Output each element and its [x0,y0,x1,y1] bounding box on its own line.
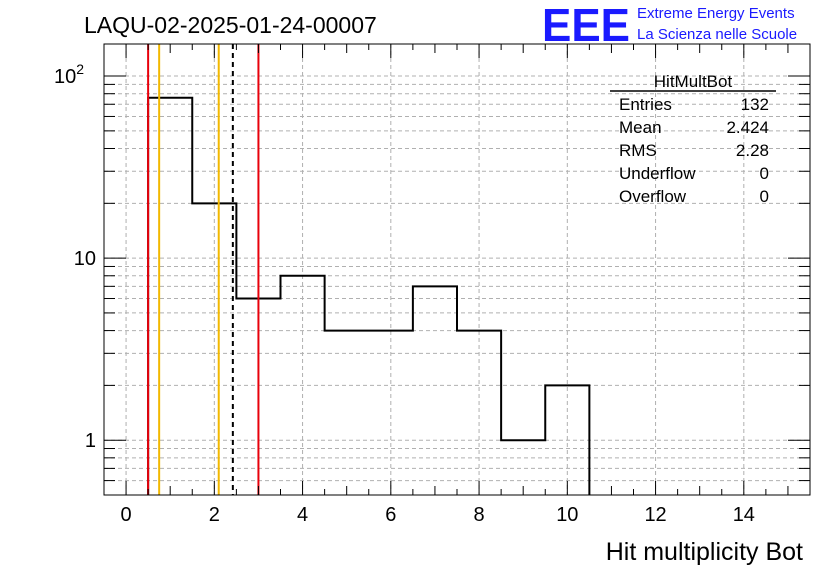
stats-row-label: Mean [619,118,662,137]
x-tick-label: 8 [474,504,485,526]
stats-row-label: Overflow [619,187,687,206]
y-tick-label: 1 [85,430,96,452]
y-tick-label: 10 [74,248,96,270]
logo-line-2: La Scienza nelle Scuole [637,26,797,43]
stats-row-label: Underflow [619,164,696,183]
x-axis-label: Hit multiplicity Bot [606,538,803,566]
x-tick-label: 0 [121,504,132,526]
histogram-bin [413,286,457,495]
histogram-bin [325,331,369,495]
stats-row-label: Entries [619,95,672,114]
marker-lines [147,44,260,495]
stats-box: HitMultBot Entries 132 Mean 2.424 RMS 2.28 Und… [610,72,776,206]
histogram-bin [545,385,589,495]
x-tick-label: 14 [733,504,755,526]
histogram-bin [281,276,325,495]
run-title: LAQU-02-2025-01-24-00007 [84,12,377,38]
stats-box-title: HitMultBot [654,72,733,91]
x-tick-label: 6 [385,504,396,526]
stats-row-value: 0 [760,187,769,206]
histogram-bin [192,203,236,495]
stats-row-value: 0 [760,164,769,183]
x-tick-label: 4 [297,504,308,526]
histogram-bin [369,331,413,495]
stats-row-value: 2.424 [726,118,769,137]
y-tick-label: 102 [54,61,84,88]
histogram-outline [147,96,591,495]
axes: 0 2 4 6 8 10 12 14 1 10 102 [54,44,810,526]
stats-row-value: 132 [741,95,769,114]
eee-logo: EEE [542,0,630,51]
logo-line-1: Extreme Energy Events [637,5,795,22]
x-tick-label: 2 [209,504,220,526]
grid [104,44,810,495]
histogram-bin [148,98,192,495]
x-tick-label: 12 [644,504,666,526]
histogram-bin [457,331,501,495]
stats-row-label: RMS [619,141,657,160]
x-tick-label: 10 [556,504,578,526]
stats-row-value: 2.28 [736,141,769,160]
histogram-bars [147,96,591,495]
